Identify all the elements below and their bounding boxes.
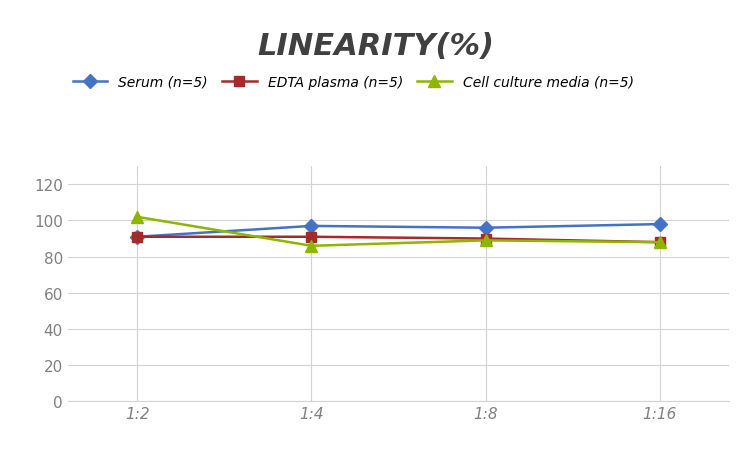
- Text: LINEARITY(%): LINEARITY(%): [257, 32, 495, 60]
- Legend: Serum (n=5), EDTA plasma (n=5), Cell culture media (n=5): Serum (n=5), EDTA plasma (n=5), Cell cul…: [67, 70, 639, 95]
